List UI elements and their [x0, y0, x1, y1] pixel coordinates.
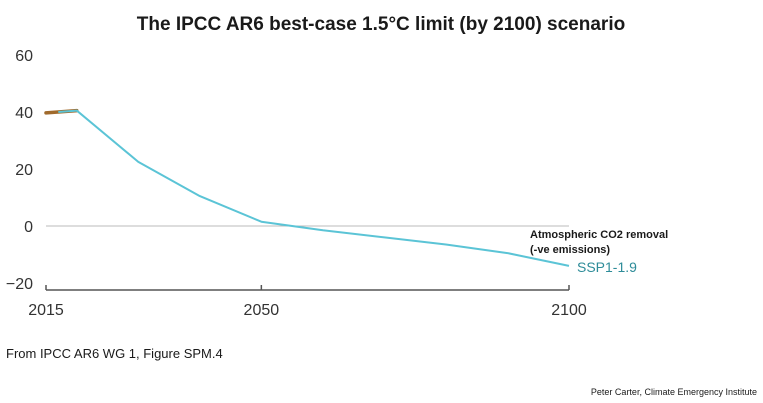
source-note: From IPCC AR6 WG 1, Figure SPM.4 [6, 346, 223, 361]
credit-note: Peter Carter, Climate Emergency Institut… [590, 387, 757, 397]
y-tick-label: 0 [24, 219, 33, 236]
y-tick-label: −20 [6, 276, 33, 293]
series-label: SSP1-1.9 [577, 259, 637, 275]
y-tick-label: 60 [15, 48, 33, 65]
y-tick-label: 40 [15, 105, 33, 122]
chart-title: The IPCC AR6 best-case 1.5°C limit (by 2… [137, 14, 625, 35]
x-axis: 2015 2050 2100 [28, 285, 587, 319]
y-tick-label: 20 [15, 162, 33, 179]
x-tick-label: 2050 [244, 302, 280, 319]
x-tick-label: 2015 [28, 302, 64, 319]
series-line-ssp1-1-9 [58, 109, 570, 267]
x-tick-label: 2100 [551, 302, 587, 319]
annotation-co2-removal: Atmospheric CO2 removal [530, 229, 668, 241]
annotation-negative-emissions: (-ve emissions) [530, 244, 610, 256]
y-axis: 60 40 20 0 −20 [6, 48, 33, 293]
